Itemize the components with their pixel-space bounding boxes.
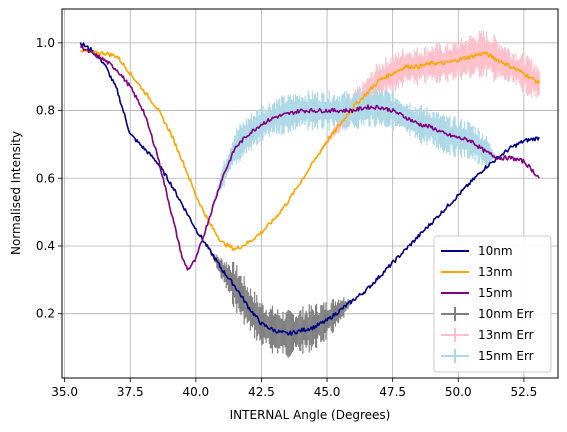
y-axis-title: Normalised Intensity — [9, 131, 23, 255]
x-tick-label: 40.0 — [182, 385, 209, 399]
legend-label: 13nm — [478, 265, 513, 279]
x-tick-label: 52.5 — [511, 385, 538, 399]
x-axis-title: INTERNAL Angle (Degrees) — [230, 408, 391, 422]
legend-label: 15nm Err — [478, 349, 534, 363]
legend-entry: 15nm Err — [441, 349, 534, 363]
legend-entry: 10nm — [441, 244, 513, 258]
y-tick-label: 1.0 — [36, 36, 55, 50]
x-tick-label: 50.0 — [445, 385, 472, 399]
y-tick-label: 0.2 — [36, 307, 55, 321]
series-line-15nm — [79, 45, 540, 271]
legend-box — [433, 235, 552, 373]
x-tick-label: 37.5 — [117, 385, 144, 399]
y-axis-ticks: 0.2 0.4 0.6 0.8 1.0 — [36, 36, 62, 321]
error-bars-15nm — [208, 87, 498, 218]
series-line-10nm — [79, 42, 540, 336]
x-axis-ticks: 35.0 37.5 40.0 42.5 45.0 47.5 50.0 52.5 — [51, 378, 537, 399]
legend-entry: 13nm — [441, 265, 513, 279]
y-tick-label: 0.8 — [36, 104, 55, 118]
x-tick-label: 45.0 — [314, 385, 341, 399]
y-tick-label: 0.6 — [36, 171, 55, 185]
legend-entry: 10nm Err — [441, 307, 534, 321]
y-tick-label: 0.4 — [36, 239, 55, 253]
x-tick-label: 42.5 — [248, 385, 275, 399]
legend-entry: 13nm Err — [441, 328, 534, 342]
legend-entry: 15nm — [441, 286, 513, 300]
legend-label: 10nm — [478, 244, 513, 258]
x-tick-label: 47.5 — [379, 385, 406, 399]
legend-label: 13nm Err — [478, 328, 534, 342]
x-tick-label: 35.0 — [51, 385, 78, 399]
legend-label: 15nm — [478, 286, 513, 300]
series-line-13nm — [80, 48, 540, 251]
series-lines — [79, 42, 540, 336]
legend: 10nm 13nm 15nm 10nm Err 13nm Err 15nm Err — [433, 235, 552, 373]
legend-label: 10nm Err — [478, 307, 534, 321]
plot-frame — [61, 8, 559, 379]
error-bars — [208, 30, 540, 358]
